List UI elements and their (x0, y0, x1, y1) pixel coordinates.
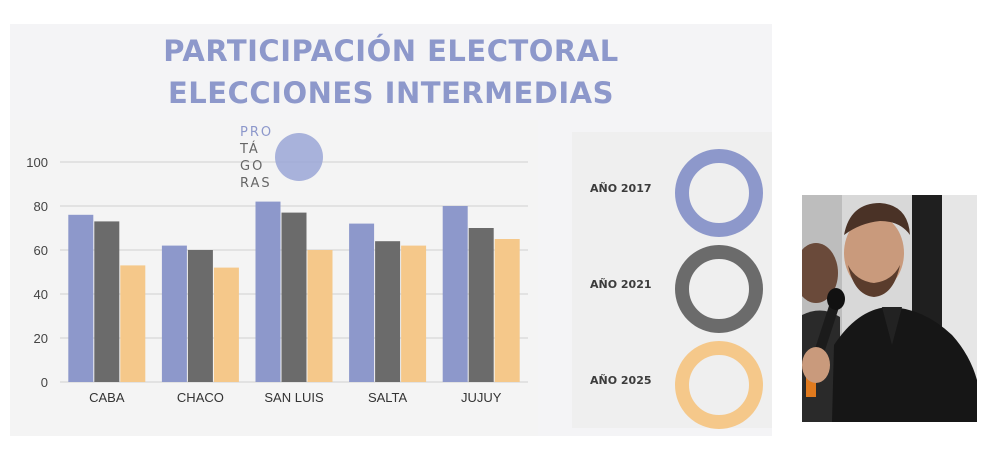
bar (281, 212, 307, 382)
x-tick-label: CHACO (177, 390, 224, 405)
y-tick-label: 20 (34, 331, 48, 346)
infographic: PARTICIPACIÓN ELECTORAL ELECCIONES INTER… (10, 24, 772, 436)
x-tick-label: JUJUY (461, 390, 502, 405)
x-tick-label: SAN LUIS (264, 390, 324, 405)
speaker-photo (802, 195, 977, 422)
legend-ring-2017-icon (675, 149, 763, 237)
bar (255, 201, 281, 382)
y-tick-label: 100 (26, 155, 48, 170)
logo-text: PRO TÁ GO RAS (240, 124, 273, 192)
legend-label-2017: AÑO 2017 (590, 182, 652, 195)
x-tick-label: SALTA (368, 390, 408, 405)
chart-panel: 0 20 40 60 80 100 CABA CHACO SAN LUIS SALTA JUJUY (10, 120, 538, 436)
bar (120, 265, 146, 382)
chart-title-line-2: ELECCIONES INTERMEDIAS (167, 76, 614, 110)
legend-label-2021: AÑO 2021 (590, 278, 652, 291)
y-tick-label: 0 (41, 375, 48, 390)
bar (307, 250, 333, 382)
legend-item-2017: AÑO 2017 (572, 142, 772, 237)
bar (442, 206, 468, 382)
y-tick-label: 40 (34, 287, 48, 302)
bar (349, 223, 375, 382)
chart-title-line-1: PARTICIPACIÓN ELECTORAL (163, 34, 619, 68)
legend-panel: AÑO 2017 AÑO 2021 AÑO 2025 (572, 132, 772, 429)
bar (161, 245, 187, 382)
legend-item-2021: AÑO 2021 (572, 238, 772, 333)
speaker-photo-illustration (802, 195, 977, 422)
bar (468, 228, 494, 382)
bar (68, 214, 94, 382)
protagoras-logo: PRO TÁ GO RAS (240, 122, 330, 198)
bar (187, 250, 213, 382)
logo-line-1: PRO (240, 125, 274, 140)
logo-column-emblem-icon (275, 133, 323, 181)
y-tick-label: 60 (34, 243, 48, 258)
x-tick-label: CABA (89, 390, 125, 405)
bar (94, 221, 120, 382)
legend-ring-2021-icon (675, 245, 763, 333)
legend-label-2025: AÑO 2025 (590, 374, 652, 387)
logo-line-4: RAS (240, 176, 272, 191)
bar (401, 245, 427, 382)
legend-ring-2025-icon (675, 341, 763, 429)
logo-line-3: GO (240, 159, 265, 174)
y-tick-label: 80 (34, 199, 48, 214)
logo-line-2: TÁ (240, 142, 260, 157)
bar-chart: 0 20 40 60 80 100 CABA CHACO SAN LUIS SALTA JUJUY (26, 155, 528, 405)
bar (494, 239, 520, 382)
legend-item-2025: AÑO 2025 (572, 334, 772, 429)
bar (213, 267, 239, 382)
bar (375, 241, 401, 382)
